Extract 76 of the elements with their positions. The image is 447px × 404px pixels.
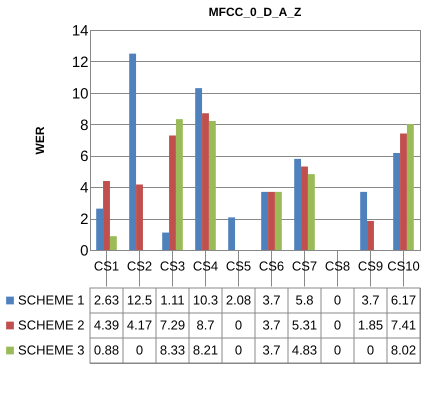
y-tick-label: 14 bbox=[72, 22, 88, 40]
bar bbox=[136, 184, 143, 250]
data-label: 0 bbox=[234, 318, 242, 332]
bar bbox=[367, 220, 374, 250]
y-tick-label: 12 bbox=[72, 54, 88, 71]
legend-label: SCHEME 3 bbox=[18, 342, 84, 358]
data-label: 8.7 bbox=[196, 318, 215, 332]
data-label: 4.17 bbox=[126, 318, 152, 332]
bar bbox=[360, 192, 368, 250]
bar bbox=[228, 217, 236, 250]
legend-label: SCHEME 1 bbox=[18, 292, 84, 308]
data-label: 8.02 bbox=[390, 342, 416, 358]
data-label: 0 bbox=[366, 342, 374, 358]
y-tick-label: 10 bbox=[72, 85, 88, 102]
data-label: 4.83 bbox=[292, 342, 318, 358]
bar bbox=[294, 158, 302, 250]
y-axis-title: WER bbox=[32, 126, 47, 154]
bar bbox=[195, 88, 202, 250]
bar bbox=[274, 192, 282, 250]
bar bbox=[400, 134, 407, 250]
data-label: 1.85 bbox=[358, 318, 384, 332]
data-label: 0.88 bbox=[94, 342, 120, 358]
data-label: 2.08 bbox=[226, 292, 252, 308]
data-label: 0 bbox=[234, 342, 242, 358]
data-label: 2.63 bbox=[94, 292, 120, 308]
data-label: 0 bbox=[334, 342, 342, 358]
x-tick-label: CS4 bbox=[192, 258, 218, 274]
y-tick-label: 2 bbox=[80, 211, 88, 228]
data-label: 0 bbox=[334, 318, 342, 332]
data-label: 3.7 bbox=[262, 318, 281, 332]
bar bbox=[96, 208, 104, 250]
bar bbox=[169, 135, 176, 250]
x-tick-label: CS8 bbox=[324, 258, 350, 274]
chart-title: MFCC_0_D_A_Z bbox=[208, 5, 302, 19]
data-label: 3.7 bbox=[361, 292, 380, 308]
bar bbox=[261, 192, 268, 250]
x-tick-label: CS3 bbox=[160, 258, 186, 274]
y-tick-label: 0 bbox=[80, 242, 88, 260]
data-label: 0 bbox=[136, 342, 144, 358]
bar bbox=[208, 120, 216, 250]
bar bbox=[308, 174, 315, 250]
x-tick-label: CS2 bbox=[126, 258, 152, 274]
bar bbox=[176, 119, 183, 250]
x-tick-label: CS5 bbox=[226, 258, 252, 274]
bar bbox=[393, 153, 400, 250]
bar bbox=[202, 113, 209, 250]
data-label: 1.11 bbox=[160, 292, 185, 308]
x-tick-label: CS9 bbox=[358, 258, 384, 274]
bar bbox=[406, 124, 414, 250]
data-label: 3.7 bbox=[262, 342, 281, 358]
data-label: 7.29 bbox=[160, 318, 186, 332]
data-label: 3.7 bbox=[262, 292, 281, 308]
bar bbox=[268, 192, 275, 250]
bar bbox=[129, 54, 136, 250]
data-label: 0 bbox=[334, 292, 342, 308]
data-label: 7.41 bbox=[390, 318, 416, 332]
x-tick-label: CS10 bbox=[387, 258, 420, 274]
bar bbox=[162, 232, 170, 250]
bar bbox=[103, 181, 110, 250]
bar bbox=[110, 236, 117, 250]
x-tick-label: CS7 bbox=[292, 258, 318, 274]
y-tick-label: 4 bbox=[80, 180, 88, 197]
data-label: 8.33 bbox=[160, 342, 186, 358]
y-tick-label: 8 bbox=[80, 116, 88, 134]
data-label: 4.39 bbox=[94, 318, 120, 332]
x-tick-label: CS1 bbox=[94, 258, 120, 274]
data-label: 5.31 bbox=[292, 318, 318, 332]
x-tick-label: CS6 bbox=[258, 258, 284, 274]
y-tick-label: 6 bbox=[80, 148, 88, 166]
data-label: 8.21 bbox=[192, 342, 218, 358]
data-label: 12.5 bbox=[126, 292, 152, 308]
legend-label: SCHEME 2 bbox=[18, 318, 84, 332]
bar bbox=[301, 166, 308, 250]
data-label: 5.8 bbox=[295, 292, 314, 308]
data-label: 6.17 bbox=[390, 292, 416, 308]
data-label: 10.3 bbox=[192, 292, 218, 308]
